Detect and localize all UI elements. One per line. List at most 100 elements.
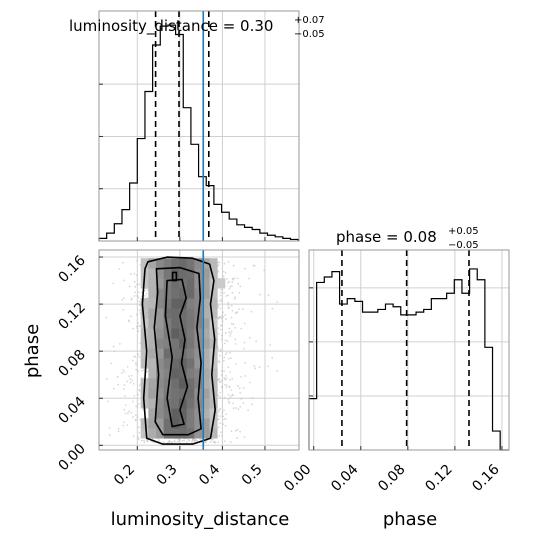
joint-scatter-point	[171, 441, 174, 443]
phase-title: phase = 0.08	[336, 228, 437, 246]
joint-scatter-point	[238, 291, 241, 294]
joint-density-cell	[171, 408, 180, 419]
joint-density-cell	[201, 298, 210, 309]
joint-scatter-point	[132, 435, 135, 438]
joint-scatter-point	[139, 304, 141, 306]
joint-scatter-point	[233, 277, 236, 280]
joint-scatter-point	[238, 387, 241, 390]
joint-scatter-point	[138, 389, 141, 392]
joint-scatter-point	[132, 382, 135, 385]
joint-density-cell	[201, 388, 210, 399]
joint-density-cell	[171, 358, 180, 369]
joint-density-cell	[163, 428, 172, 439]
joint-density-cell	[156, 268, 164, 279]
joint-scatter-point	[129, 378, 132, 380]
joint-scatter-point	[223, 377, 226, 379]
joint-scatter-point	[229, 441, 232, 444]
joint-scatter-point	[133, 395, 136, 397]
joint-scatter-point	[239, 405, 242, 408]
joint-density-cell	[163, 298, 172, 309]
luminosity-distance-hist-grid	[99, 11, 299, 241]
joint-scatter-point	[136, 406, 139, 408]
joint-scatter-point	[107, 400, 109, 403]
joint-scatter-point	[210, 438, 213, 441]
joint-density-cell	[156, 338, 164, 349]
joint-yticks: 0.00 0.04 0.08 0.12 0.16	[55, 253, 103, 474]
joint-scatter-point	[137, 296, 140, 299]
joint-scatter-point	[250, 310, 253, 313]
joint-scatter-point	[122, 279, 125, 282]
joint-density-cell	[163, 378, 172, 389]
joint-scatter-point	[144, 295, 146, 297]
joint-scatter-point	[138, 403, 140, 405]
joint-density-cell	[179, 318, 187, 329]
joint-scatter-point	[267, 294, 270, 297]
joint-scatter-point	[166, 441, 169, 444]
joint-scatter-point	[259, 293, 261, 296]
joint-xtick-label: 0.4	[196, 461, 223, 488]
joint-density-cell	[179, 398, 187, 409]
joint-scatter-point	[221, 370, 223, 372]
luminosity-distance-title-plus: +0.07	[294, 15, 325, 26]
joint-density-cell	[156, 328, 164, 339]
phase-hist-xticks: 0.00 0.04 0.08 0.12 0.16	[281, 446, 503, 495]
joint-scatter-point	[105, 316, 108, 319]
joint-density-cell	[171, 368, 180, 379]
joint-density-cell	[179, 368, 187, 379]
joint-scatter-point	[220, 334, 223, 337]
joint-density-cell	[163, 288, 172, 299]
joint-scatter-point	[229, 335, 231, 337]
joint-scatter-point	[271, 356, 274, 359]
joint-scatter-point	[248, 336, 251, 339]
joint-density-cell	[140, 338, 149, 349]
x-axis-label-phase: phase	[383, 509, 437, 530]
joint-distribution-panel: 0.2 0.3 0.4 0.5 0.00 0.04 0.08 0.12 0.16 lumino…	[22, 249, 300, 530]
joint-scatter-point	[131, 297, 133, 300]
joint-density-cell	[194, 368, 203, 379]
joint-scatter-point	[231, 281, 234, 284]
joint-contours	[141, 256, 216, 445]
joint-scatter-point	[136, 416, 139, 419]
joint-scatter-point	[224, 339, 227, 342]
phase-hist-step-line	[308, 268, 509, 451]
joint-density-cell	[148, 318, 157, 329]
joint-scatter-point	[193, 440, 196, 443]
joint-scatter-point	[157, 439, 160, 441]
joint-scatter-point	[133, 295, 136, 297]
joint-scatter-point	[248, 277, 251, 280]
joint-density-cell	[163, 308, 172, 319]
joint-scatter-point	[126, 366, 129, 368]
joint-density-cell	[156, 278, 164, 289]
joint-density-cell	[156, 288, 164, 299]
joint-scatter-point	[137, 353, 140, 356]
joint-scatter-point	[188, 439, 191, 442]
joint-scatter-point	[247, 409, 250, 412]
joint-scatter-point	[228, 386, 231, 389]
joint-xtick-label: 0.5	[239, 462, 266, 489]
joint-scatter-point	[124, 404, 127, 406]
joint-scatter-point	[128, 285, 131, 288]
phase-hist-xtick-label: 0.16	[469, 461, 502, 494]
joint-scatter-point	[244, 267, 247, 270]
joint-density-cell	[209, 288, 218, 299]
joint-scatter-point	[219, 431, 222, 434]
joint-density-cell	[186, 408, 195, 419]
joint-scatter-point	[218, 300, 221, 302]
joint-scatter-point	[132, 359, 134, 362]
y-axis-label-phase: phase	[22, 324, 43, 378]
joint-density-cell	[194, 428, 203, 439]
joint-scatter-point	[251, 397, 254, 399]
joint-scatter-point	[217, 261, 220, 264]
joint-scatter-point	[239, 391, 242, 394]
joint-density-cell	[194, 288, 203, 299]
joint-scatter-point	[230, 389, 233, 391]
joint-density-cell	[156, 348, 164, 359]
joint-scatter-point	[276, 301, 279, 303]
joint-scatter-point	[134, 414, 137, 417]
joint-scatter-point	[226, 277, 228, 280]
joint-scatter-point	[218, 435, 221, 437]
luminosity-distance-hist-steps	[98, 24, 299, 241]
joint-scatter-point	[222, 359, 225, 362]
joint-scatter-point	[133, 272, 136, 275]
joint-density-cell	[186, 298, 195, 309]
